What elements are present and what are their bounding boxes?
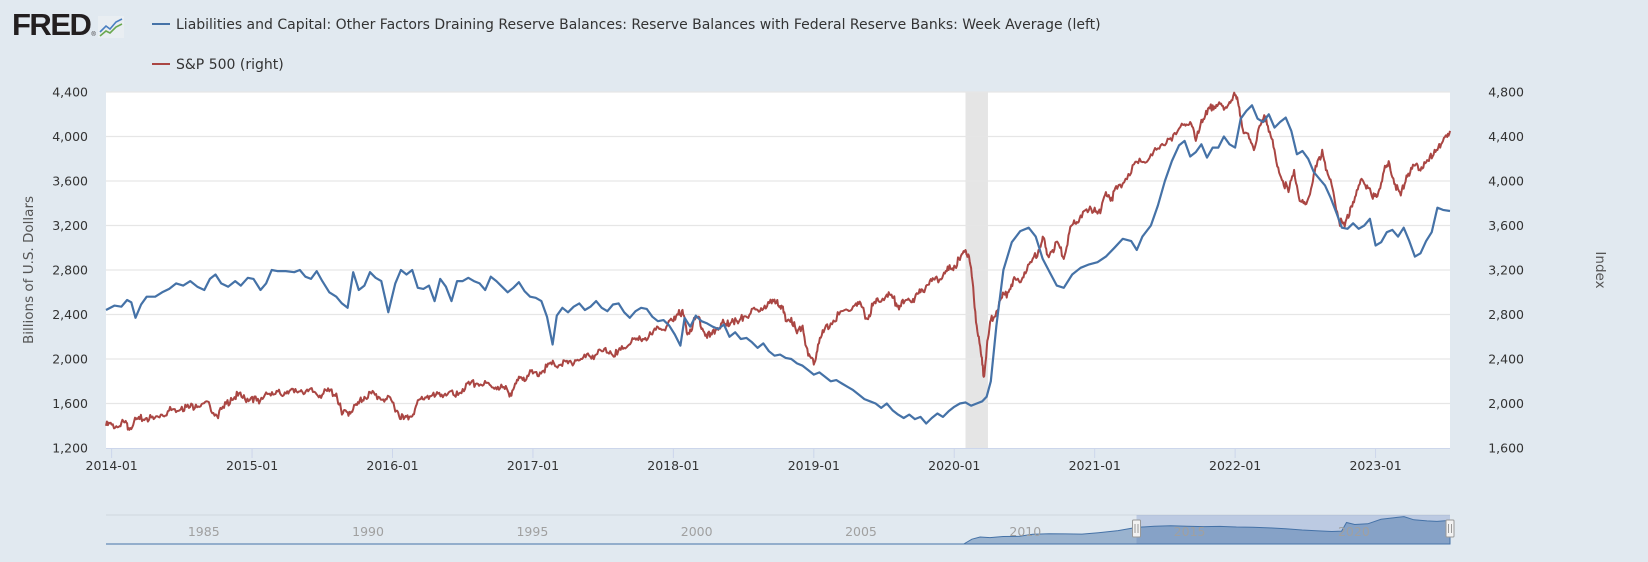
y-tick-label-left: 2,000 — [52, 352, 88, 367]
y-tick-label-right: 4,800 — [1488, 85, 1524, 100]
series-line-sp500 — [105, 91, 1451, 431]
navigator[interactable]: 1985 1990 1995 2000 2005 2010 2015 2020 — [106, 514, 1455, 545]
navigator-year-label: 2020 — [1338, 524, 1370, 539]
y-tick-label-left: 3,200 — [52, 218, 88, 233]
y-tick-label-right: 4,000 — [1488, 174, 1524, 189]
x-tick-label: 2016-01 — [366, 458, 418, 473]
legend-swatch — [152, 63, 170, 65]
chart-line-icon — [97, 16, 124, 38]
y-tick-label-left: 2,800 — [52, 263, 88, 278]
navigator-handle-right[interactable] — [1445, 519, 1455, 538]
navigator-year-label: 1990 — [352, 524, 384, 539]
navigator-year-label: 1995 — [516, 524, 548, 539]
y-tick-label-left: 3,600 — [52, 174, 88, 189]
legend-item-sp500[interactable]: S&P 500 (right) — [152, 57, 284, 73]
fred-logo[interactable]: FRED ® — [12, 7, 124, 42]
y-tick-label-left: 4,000 — [52, 129, 88, 144]
y-tick-label-right: 2,800 — [1488, 307, 1524, 322]
y-tick-label-left: 1,600 — [52, 396, 88, 411]
x-tick-label: 2020-01 — [928, 458, 980, 473]
y-tick-label-right: 1,600 — [1488, 441, 1524, 456]
y-tick-label-left: 1,200 — [52, 441, 88, 456]
legend-swatch — [152, 23, 170, 25]
legend-label: S&P 500 (right) — [176, 57, 284, 73]
x-tick-label: 2014-01 — [86, 458, 138, 473]
navigator-handle-left[interactable] — [1132, 519, 1142, 538]
y-tick-label-right: 2,000 — [1488, 396, 1524, 411]
navigator-year-label: 1985 — [188, 524, 220, 539]
navigator-area — [106, 516, 1451, 545]
y-tick-label-right: 3,600 — [1488, 218, 1524, 233]
drag-handle-icon[interactable] — [1445, 519, 1455, 538]
x-tick-label: 2019-01 — [788, 458, 840, 473]
series-line-reserve-balances — [105, 104, 1451, 425]
y-axis-title-right: Index — [1592, 251, 1608, 288]
y-tick-label-left: 2,400 — [52, 307, 88, 322]
legend-item-reserve-balances[interactable]: Liabilities and Capital: Other Factors D… — [152, 17, 1101, 33]
x-tick-label: 2022-01 — [1209, 458, 1261, 473]
legend-label: Liabilities and Capital: Other Factors D… — [176, 17, 1101, 33]
x-tick-label: 2021-01 — [1069, 458, 1121, 473]
navigator-year-label: 2000 — [681, 524, 713, 539]
gridlines — [106, 91, 1450, 405]
y-tick-label-right: 3,200 — [1488, 263, 1524, 278]
x-axis: 2014-01 2015-01 2016-01 2017-01 2018-01 2019-… — [86, 448, 1450, 473]
navigator-year-label: 2015 — [1174, 524, 1206, 539]
y-tick-label-left: 4,400 — [52, 85, 88, 100]
y-axis-title-left: Billions of U.S. Dollars — [21, 196, 37, 344]
y-axis-right: 1,600 2,000 2,400 2,800 3,200 3,600 4,000 4,400… — [1488, 85, 1524, 456]
y-tick-label-right: 4,400 — [1488, 129, 1524, 144]
logo-text: FRED — [12, 7, 92, 42]
y-tick-label-right: 2,400 — [1488, 352, 1524, 367]
y-axis-left: 1,200 1,600 2,000 2,400 2,800 3,200 3,600 4,000… — [52, 85, 88, 456]
navigator-year-label: 2005 — [845, 524, 877, 539]
drag-handle-icon[interactable] — [1132, 519, 1142, 538]
registered-mark: ® — [91, 32, 96, 38]
x-tick-label: 2017-01 — [507, 458, 559, 473]
series-lines — [105, 91, 1451, 431]
x-tick-label: 2018-01 — [647, 458, 699, 473]
x-tick-label: 2015-01 — [226, 458, 278, 473]
x-tick-label: 2023-01 — [1349, 458, 1401, 473]
navigator-year-label: 2010 — [1009, 524, 1041, 539]
